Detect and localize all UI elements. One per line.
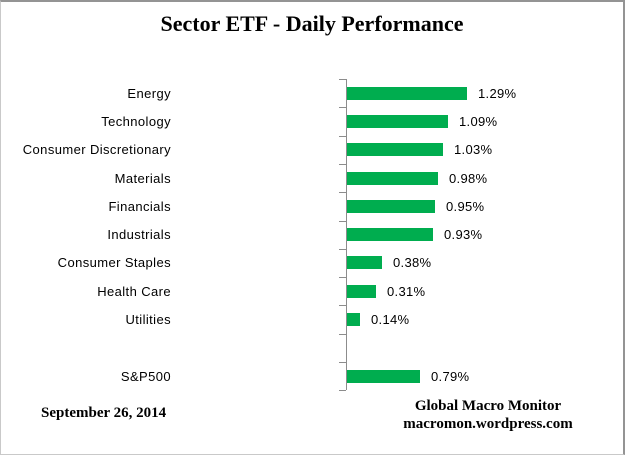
chart-row: Technology 1.09% — [1, 107, 623, 135]
category-label: Health Care — [97, 283, 171, 299]
value-label: 0.31% — [387, 283, 426, 299]
value-label: 0.14% — [371, 312, 410, 328]
chart-row: Utilities 0.14% — [1, 305, 623, 333]
chart-row: Industrials 0.93% — [1, 221, 623, 249]
footer-date: September 26, 2014 — [41, 405, 167, 421]
data-bar — [347, 369, 420, 383]
chart-row: Consumer Discretionary 1.03% — [1, 136, 623, 164]
data-bar — [347, 199, 435, 213]
category-label: Energy — [127, 85, 171, 101]
data-bar — [347, 86, 467, 100]
axis-tick — [339, 135, 346, 137]
axis-tick — [339, 220, 346, 222]
footer-source: Global Macro Monitor macromon.wordpress.… — [375, 398, 601, 433]
axis-tick — [339, 277, 346, 279]
data-bar — [347, 143, 443, 157]
chart-title: Sector ETF - Daily Performance — [160, 11, 464, 36]
category-label: Materials — [114, 170, 171, 186]
source-url: macromon.wordpress.com — [403, 415, 573, 432]
axis-tick — [339, 192, 346, 194]
data-bar — [347, 256, 382, 270]
axis-tick — [339, 79, 346, 80]
category-axis — [346, 79, 347, 391]
chart-row: Health Care 0.31% — [1, 277, 623, 305]
chart-row: Materials 0.98% — [1, 164, 623, 192]
data-bar — [347, 171, 438, 185]
axis-tick — [339, 333, 346, 335]
data-bar — [347, 114, 448, 128]
category-label: S&P500 — [120, 368, 171, 384]
value-label: 1.09% — [459, 113, 498, 129]
category-label: Industrials — [107, 227, 171, 243]
category-label: Consumer Discretionary — [22, 142, 171, 158]
category-label: Consumer Staples — [57, 255, 171, 271]
value-label: 0.38% — [393, 255, 432, 271]
chart-row: Energy 1.29% — [1, 79, 623, 107]
value-label: 0.95% — [446, 198, 485, 214]
axis-tick — [339, 248, 346, 250]
chart-row: Financials 0.95% — [1, 192, 623, 220]
axis-tick — [339, 305, 346, 307]
value-label: 0.79% — [431, 368, 470, 384]
axis-tick — [339, 362, 346, 363]
data-bar — [347, 284, 376, 298]
data-bar — [347, 228, 433, 242]
value-label: 1.03% — [454, 142, 493, 158]
data-bar — [347, 313, 360, 327]
axis-tick — [339, 163, 346, 165]
value-label: 0.98% — [449, 170, 488, 186]
source-name: Global Macro Monitor — [414, 398, 562, 414]
axis-tick — [339, 390, 346, 392]
value-label: 1.29% — [478, 85, 517, 101]
chart-row: Consumer Staples 0.38% — [1, 249, 623, 277]
chart-row: S&P500 0.79% — [1, 362, 623, 390]
category-label: Financials — [108, 198, 171, 214]
spacer-row — [1, 334, 623, 362]
category-label: Utilities — [125, 312, 171, 328]
category-label: Technology — [101, 113, 171, 129]
value-label: 0.93% — [444, 227, 483, 243]
axis-tick — [339, 107, 346, 109]
